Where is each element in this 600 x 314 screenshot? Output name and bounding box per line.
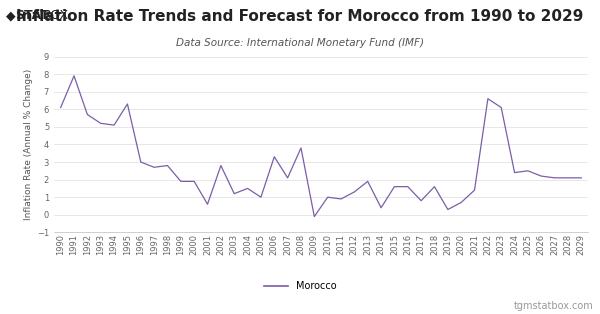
- Y-axis label: Inflation Rate (Annual % Change): Inflation Rate (Annual % Change): [24, 69, 33, 220]
- Text: Data Source: International Monetary Fund (IMF): Data Source: International Monetary Fund…: [176, 38, 424, 48]
- Text: STAT: STAT: [15, 9, 49, 22]
- Legend: Morocco: Morocco: [260, 277, 340, 295]
- Text: ◆: ◆: [6, 9, 20, 22]
- Text: BOX: BOX: [43, 9, 70, 22]
- Text: Inflation Rate Trends and Forecast for Morocco from 1990 to 2029: Inflation Rate Trends and Forecast for M…: [16, 9, 584, 24]
- Text: tgmstatbox.com: tgmstatbox.com: [514, 301, 594, 311]
